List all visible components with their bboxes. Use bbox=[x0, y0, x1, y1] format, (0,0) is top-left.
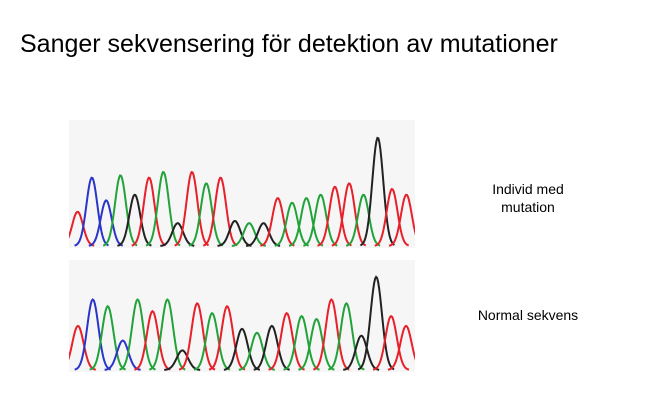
peak-red bbox=[208, 304, 246, 371]
label-normal: Normal sekvens bbox=[462, 306, 594, 324]
peak-green bbox=[188, 182, 224, 247]
peak-red bbox=[202, 176, 238, 247]
chromatogram-normal-svg bbox=[69, 275, 415, 371]
slide-title: Sanger sekvensering för detektion av mut… bbox=[20, 30, 558, 58]
peak-green bbox=[145, 170, 181, 247]
peak-green bbox=[283, 314, 320, 371]
peak-red bbox=[260, 197, 295, 247]
peak-red bbox=[374, 187, 410, 247]
peak-red bbox=[387, 324, 415, 371]
peak-green bbox=[328, 302, 365, 371]
peak-red bbox=[388, 193, 415, 247]
peak-blue bbox=[104, 339, 141, 371]
peak-green bbox=[89, 304, 126, 371]
peak-black bbox=[246, 222, 281, 247]
peak-green bbox=[274, 201, 309, 247]
peak-green bbox=[193, 311, 231, 371]
peak-black bbox=[164, 349, 201, 371]
peak-black bbox=[217, 219, 252, 247]
peak-red bbox=[331, 182, 367, 247]
label-mutation-line1: Individ med bbox=[492, 181, 564, 197]
peak-black bbox=[117, 193, 152, 247]
peak-green bbox=[149, 298, 186, 371]
peak-black bbox=[253, 324, 290, 371]
peak-black bbox=[359, 136, 395, 247]
peak-green bbox=[238, 331, 275, 371]
peak-green bbox=[102, 174, 138, 247]
peak-red bbox=[372, 314, 410, 371]
peak-red bbox=[268, 311, 305, 371]
chromatogram-mutation-svg bbox=[69, 136, 415, 247]
peak-green bbox=[303, 193, 338, 247]
peak-black bbox=[223, 327, 261, 371]
peak-red bbox=[69, 210, 95, 247]
label-normal-line1: Normal sekvens bbox=[477, 307, 579, 323]
peak-red bbox=[69, 324, 96, 371]
peak-green bbox=[231, 222, 266, 247]
peak-red bbox=[131, 176, 167, 247]
peak-blue bbox=[74, 176, 109, 247]
peak-green bbox=[345, 193, 381, 247]
label-mutation-line2: mutation bbox=[501, 199, 555, 215]
peak-red bbox=[134, 309, 171, 371]
peak-green bbox=[288, 197, 324, 247]
peak-black bbox=[343, 334, 380, 371]
peak-blue bbox=[88, 199, 124, 247]
peak-red bbox=[313, 298, 350, 371]
peak-red bbox=[178, 302, 216, 371]
peak-red bbox=[317, 185, 352, 247]
peak-black bbox=[160, 222, 195, 247]
chromatogram-normal bbox=[69, 260, 415, 372]
peak-red bbox=[174, 170, 210, 247]
peak-blue bbox=[74, 298, 111, 371]
peak-black bbox=[357, 275, 395, 371]
label-mutation: Individ med mutation bbox=[470, 180, 586, 216]
peak-green bbox=[119, 298, 156, 371]
chromatogram-mutation bbox=[69, 120, 415, 248]
peak-green bbox=[298, 317, 335, 371]
